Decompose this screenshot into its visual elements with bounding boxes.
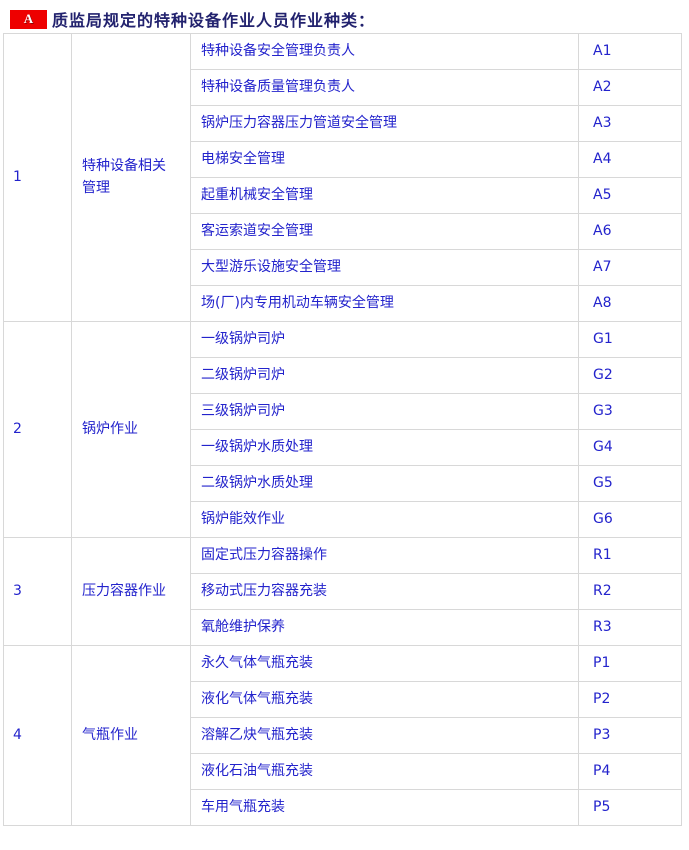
item-name-cell: 电梯安全管理 — [190, 141, 579, 178]
table-row: 2 锅炉作业 一级锅炉司炉 G1 — [3, 321, 682, 538]
item-name-cell: 液化石油气瓶充装 — [190, 753, 579, 790]
item-name-cell: 锅炉压力容器压力管道安全管理 — [190, 105, 579, 142]
group-number-cell: 4 — [3, 645, 72, 826]
item-code-cell: A3 — [578, 105, 682, 142]
table-row: 电梯安全管理 A4 — [4, 141, 682, 178]
item-code-cell: R1 — [578, 537, 682, 574]
item-name-cell: 三级锅炉司炉 — [190, 393, 579, 430]
table-row: 起重机械安全管理 A5 — [4, 177, 682, 214]
item-name-cell: 场(厂)内专用机动车辆安全管理 — [190, 285, 579, 322]
table-row: 二级锅炉水质处理 G5 — [4, 465, 682, 502]
item-code-cell: R3 — [578, 609, 682, 646]
item-code-cell: A1 — [578, 33, 682, 70]
item-name-cell: 氧舱维护保养 — [190, 609, 579, 646]
item-code-cell: P2 — [578, 681, 682, 718]
item-name-cell: 一级锅炉司炉 — [190, 321, 579, 358]
table-row: 4 气瓶作业 永久气体气瓶充装 P1 — [3, 645, 682, 826]
item-code-cell: P3 — [578, 717, 682, 754]
item-name-cell: 客运索道安全管理 — [190, 213, 579, 250]
item-code-cell: A5 — [578, 177, 682, 214]
item-code-cell: G5 — [578, 465, 682, 502]
item-name-cell: 移动式压力容器充装 — [190, 573, 579, 610]
item-name-cell: 一级锅炉水质处理 — [190, 429, 579, 466]
item-name-cell: 溶解乙炔气瓶充装 — [190, 717, 579, 754]
table-row: 液化石油气瓶充装 P4 — [4, 753, 682, 790]
item-name-cell: 起重机械安全管理 — [190, 177, 579, 214]
table-row: 移动式压力容器充装 R2 — [4, 573, 682, 610]
item-name-cell: 车用气瓶充装 — [190, 789, 579, 826]
item-code-cell: A7 — [578, 249, 682, 286]
table-row: 二级锅炉司炉 G2 — [4, 357, 682, 394]
group-number-cell: 2 — [3, 321, 72, 538]
table-row: 3 压力容器作业 固定式压力容器操作 R1 — [3, 537, 682, 646]
table-row: 大型游乐设施安全管理 A7 — [4, 249, 682, 286]
item-code-cell: R2 — [578, 573, 682, 610]
item-code-cell: A2 — [578, 69, 682, 106]
table-row: 车用气瓶充装 P5 — [4, 789, 682, 826]
item-code-cell: A4 — [578, 141, 682, 178]
table-row: 特种设备质量管理负责人 A2 — [4, 69, 682, 106]
table-row: 溶解乙炔气瓶充装 P3 — [4, 717, 682, 754]
item-code-cell: G4 — [578, 429, 682, 466]
item-name-cell: 永久气体气瓶充装 — [190, 645, 579, 682]
item-code-cell: A6 — [578, 213, 682, 250]
table-body: 1 特种设备相关管理 特种设备安全管理负责人 A1 特种设备质量管理负责人 A2 锅炉压力容… — [3, 33, 682, 826]
group-category-cell: 特种设备相关管理 — [71, 33, 191, 322]
page-title: A 质监局规定的特种设备作业人员作业种类： — [10, 9, 689, 30]
item-name-cell: 特种设备质量管理负责人 — [190, 69, 579, 106]
title-text: 质监局规定的特种设备作业人员作业种类： — [52, 11, 376, 30]
item-code-cell: A8 — [578, 285, 682, 322]
group-category-cell: 气瓶作业 — [71, 645, 191, 826]
table-row: 液化气体气瓶充装 P2 — [4, 681, 682, 718]
table-row: 锅炉能效作业 G6 — [4, 501, 682, 538]
table-row: 三级锅炉司炉 G3 — [4, 393, 682, 430]
section-a-badge: A — [10, 9, 47, 29]
item-name-cell: 大型游乐设施安全管理 — [190, 249, 579, 286]
job-categories-table: 1 特种设备相关管理 特种设备安全管理负责人 A1 特种设备质量管理负责人 A2 锅炉压力容… — [3, 33, 682, 826]
item-name-cell: 二级锅炉水质处理 — [190, 465, 579, 502]
item-code-cell: P4 — [578, 753, 682, 790]
group-number-cell: 3 — [3, 537, 72, 646]
group-category-cell: 锅炉作业 — [71, 321, 191, 538]
item-code-cell: G6 — [578, 501, 682, 538]
item-code-cell: P1 — [578, 645, 682, 682]
item-name-cell: 特种设备安全管理负责人 — [190, 33, 579, 70]
item-code-cell: G1 — [578, 321, 682, 358]
group-category-cell: 压力容器作业 — [71, 537, 191, 646]
item-code-cell: G2 — [578, 357, 682, 394]
table-row: 场(厂)内专用机动车辆安全管理 A8 — [4, 285, 682, 322]
item-code-cell: P5 — [578, 789, 682, 826]
item-name-cell: 锅炉能效作业 — [190, 501, 579, 538]
table-row: 1 特种设备相关管理 特种设备安全管理负责人 A1 — [3, 33, 682, 322]
group-number-cell: 1 — [3, 33, 72, 322]
table-row: 锅炉压力容器压力管道安全管理 A3 — [4, 105, 682, 142]
table-row: 客运索道安全管理 A6 — [4, 213, 682, 250]
item-name-cell: 固定式压力容器操作 — [190, 537, 579, 574]
table-row: 氧舱维护保养 R3 — [4, 609, 682, 646]
item-code-cell: G3 — [578, 393, 682, 430]
item-name-cell: 液化气体气瓶充装 — [190, 681, 579, 718]
item-name-cell: 二级锅炉司炉 — [190, 357, 579, 394]
page: A 质监局规定的特种设备作业人员作业种类： 1 特种设备相关管理 特种设备安全管理负… — [0, 9, 689, 826]
